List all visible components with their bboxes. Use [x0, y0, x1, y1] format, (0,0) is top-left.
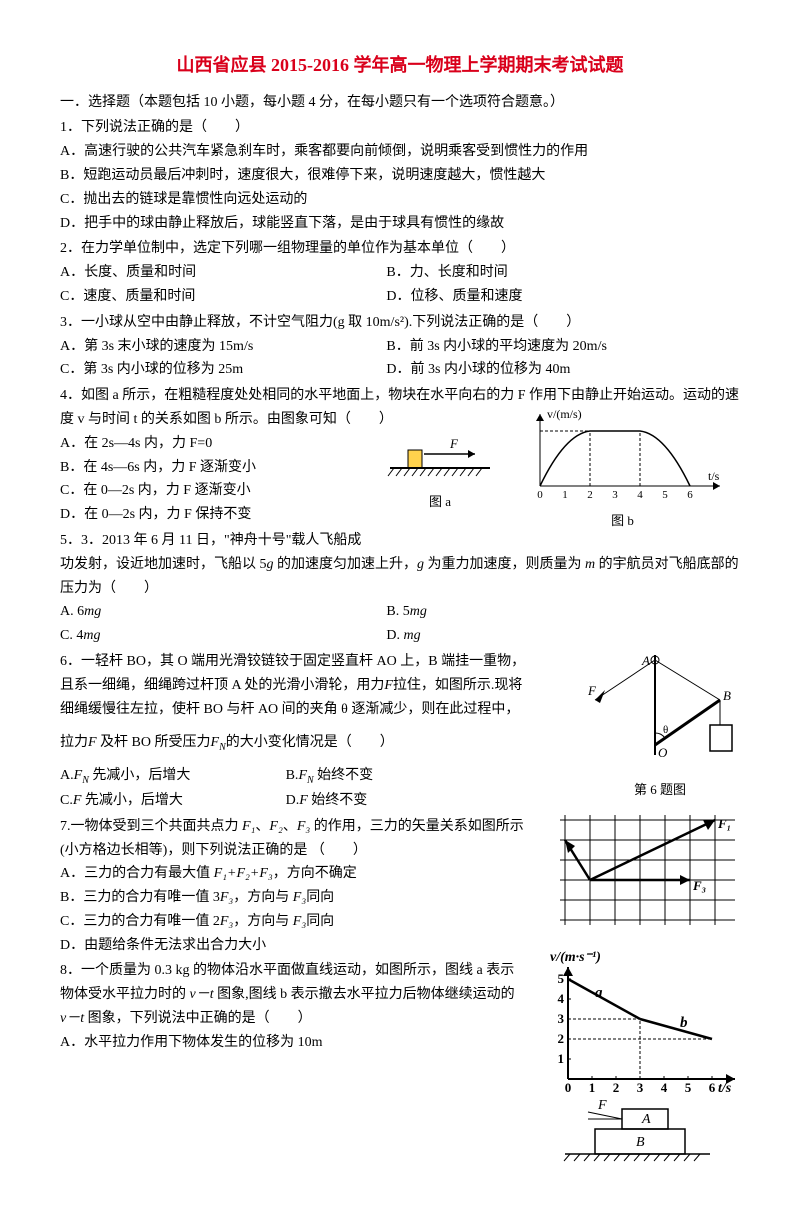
- svg-text:a: a: [595, 985, 603, 1001]
- question-3: 3．一小球从空中由静止释放，不计空气阻力(g 取 10m/s²).下列说法正确的…: [60, 311, 740, 382]
- q7-optA: A．三力的合力有最大值 F₁+F₂+F₃，方向不确定: [60, 862, 530, 886]
- q4-optB: B．在 4s—6s 内，力 F 逐渐变小: [60, 456, 370, 480]
- svg-text:1: 1: [558, 1051, 565, 1066]
- q5-optA: A. 6mg: [60, 600, 386, 624]
- svg-text:4: 4: [558, 991, 565, 1006]
- q6-optA: A.FN 先减小，后增大: [60, 764, 286, 789]
- q2-optC: C．速度、质量和时间: [60, 285, 386, 309]
- svg-text:2: 2: [587, 489, 593, 501]
- svg-text:4: 4: [637, 489, 643, 501]
- q3-optA: A．第 3s 末小球的速度为 15m/s: [60, 335, 386, 359]
- q6-figure: A O B F θ 第 6 题图: [570, 645, 750, 801]
- svg-text:5: 5: [685, 1080, 692, 1094]
- svg-text:F: F: [449, 436, 459, 451]
- svg-text:v/(m·s⁻¹): v/(m·s⁻¹): [550, 950, 601, 965]
- question-2: 2．在力学单位制中，选定下列哪一组物理量的单位作为基本单位（ ） A．长度、质量…: [60, 237, 740, 308]
- q7-optC: C．三力的合力有唯一值 2F₃，方向与 F₃同向: [60, 910, 530, 934]
- q5-optC: C. 4mg: [60, 624, 386, 648]
- svg-text:6: 6: [709, 1080, 716, 1094]
- q1-stem: 1．下列说法正确的是（ ）: [60, 116, 740, 140]
- svg-text:B: B: [636, 1135, 645, 1150]
- section-header: 一．选择题（本题包括 10 小题，每小题 4 分，在每小题只有一个选项符合题意。…: [60, 91, 740, 115]
- svg-text:0: 0: [565, 1080, 572, 1094]
- q1-optB: B．短跑运动员最后冲刺时，速度很大，很难停下来，说明速度越大，惯性越大: [60, 164, 740, 188]
- svg-text:v/(m/s): v/(m/s): [547, 407, 582, 421]
- q4-figure-a: F 图 a: [380, 432, 500, 513]
- q6-optD: D.F 始终不变: [286, 789, 512, 813]
- exam-title: 山西省应县 2015-2016 学年高一物理上学期期末考试试题: [60, 50, 740, 81]
- q4-optA: A．在 2s—4s 内，力 F=0: [60, 432, 370, 456]
- q8-block-figure: B A F: [560, 1099, 715, 1173]
- q8-chart: v/(m·s⁻¹) 123 45 012 3456 t/s a b: [540, 949, 745, 1103]
- q4-optC: C．在 0—2s 内，力 F 逐渐变小: [60, 479, 370, 503]
- q3-optB: B．前 3s 内小球的平均速度为 20m/s: [386, 335, 712, 359]
- svg-text:θ: θ: [663, 724, 668, 736]
- q7-figure: F₁ F₃: [555, 810, 740, 944]
- svg-text:5: 5: [662, 489, 668, 501]
- svg-text:6: 6: [687, 489, 693, 501]
- svg-text:B: B: [723, 688, 731, 703]
- q1-optD: D．把手中的球由静止释放后，球能竖直下落，是由于球具有惯性的缘故: [60, 212, 740, 236]
- question-4: 4．如图 a 所示，在粗糙程度处处相同的水平地面上，物块在水平向右的力 F 作用…: [60, 384, 740, 527]
- svg-text:1: 1: [589, 1080, 596, 1094]
- svg-text:F: F: [597, 1099, 607, 1113]
- q1-optC: C．抛出去的链球是靠惯性向远处运动的: [60, 188, 740, 212]
- svg-text:t/s: t/s: [718, 1081, 732, 1094]
- svg-text:3: 3: [637, 1080, 644, 1094]
- svg-text:3: 3: [612, 489, 618, 501]
- q4-figA-label: 图 a: [380, 491, 500, 513]
- q4-optD: D．在 0—2s 内，力 F 保持不变: [60, 503, 370, 527]
- q2-stem: 2．在力学单位制中，选定下列哪一组物理量的单位作为基本单位（ ）: [60, 237, 740, 261]
- q6-stem-p3: 拉力: [60, 735, 88, 750]
- svg-text:F₃: F₃: [692, 878, 706, 893]
- q4-figure-b: 012 3456 t/s v/(m/s) 图 b: [515, 406, 730, 532]
- svg-text:3: 3: [558, 1011, 565, 1026]
- q7-stem-p1: 7.一物体受到三个共面共点力: [60, 819, 239, 834]
- q5-stem-line2: 功发射，设近地加速时，飞船以 5g 的加速度匀加速上升，g 为重力加速度，则质量…: [60, 553, 740, 601]
- question-6: 6．一轻杆 BO，其 O 端用光滑铰链铰于固定竖直杆 AO 上，B 端挂一重物，…: [60, 650, 740, 813]
- q2-optB: B．力、长度和时间: [386, 261, 712, 285]
- q5-stem-line1: 5．3．2013 年 6 月 11 日，"神舟十号"载人飞船成: [60, 529, 740, 553]
- q8-optA: A．水平拉力作用下物体发生的位移为 10m: [60, 1031, 520, 1055]
- q7-optB: B．三力的合力有唯一值 3F₃，方向与 F₃同向: [60, 886, 530, 910]
- svg-text:1: 1: [562, 489, 568, 501]
- svg-text:O: O: [658, 745, 668, 760]
- question-7: 7.一物体受到三个共面共点力 F₁、F₂、F₃ 的作用，三力的矢量关系如图所示(…: [60, 815, 740, 958]
- q3-optD: D．前 3s 内小球的位移为 40m: [386, 358, 712, 382]
- svg-text:A: A: [641, 1112, 651, 1127]
- question-1: 1．下列说法正确的是（ ） A．高速行驶的公共汽车紧急刹车时，乘客都要向前倾倒，…: [60, 116, 740, 235]
- question-5: 5．3．2013 年 6 月 11 日，"神舟十号"载人飞船成 功发射，设近地加…: [60, 529, 740, 648]
- q6-optC: C.F 先减小，后增大: [60, 789, 286, 813]
- q6-fig-label: 第 6 题图: [570, 779, 750, 801]
- svg-text:0: 0: [537, 489, 543, 501]
- q3-stem: 3．一小球从空中由静止释放，不计空气阻力(g 取 10m/s²).下列说法正确的…: [60, 311, 740, 335]
- svg-text:2: 2: [558, 1031, 565, 1046]
- q1-optA: A．高速行驶的公共汽车紧急刹车时，乘客都要向前倾倒，说明乘客受到惯性力的作用: [60, 140, 740, 164]
- svg-text:b: b: [680, 1015, 688, 1031]
- question-8: 8．一个质量为 0.3 kg 的物体沿水平面做直线运动，如图所示，图线 a 表示…: [60, 959, 740, 1159]
- svg-text:F₁: F₁: [717, 816, 731, 831]
- svg-text:2: 2: [613, 1080, 620, 1094]
- svg-text:F: F: [587, 683, 597, 698]
- q5-optB: B. 5mg: [386, 600, 712, 624]
- svg-text:t/s: t/s: [708, 469, 720, 483]
- q2-optA: A．长度、质量和时间: [60, 261, 386, 285]
- svg-text:4: 4: [661, 1080, 668, 1094]
- q6-optB: B.FN 始终不变: [286, 764, 512, 789]
- q2-optD: D．位移、质量和速度: [386, 285, 712, 309]
- q3-optC: C．第 3s 内小球的位移为 25m: [60, 358, 386, 382]
- svg-text:5: 5: [558, 971, 565, 986]
- q7-optD: D．由题给条件无法求出合力大小: [60, 934, 530, 958]
